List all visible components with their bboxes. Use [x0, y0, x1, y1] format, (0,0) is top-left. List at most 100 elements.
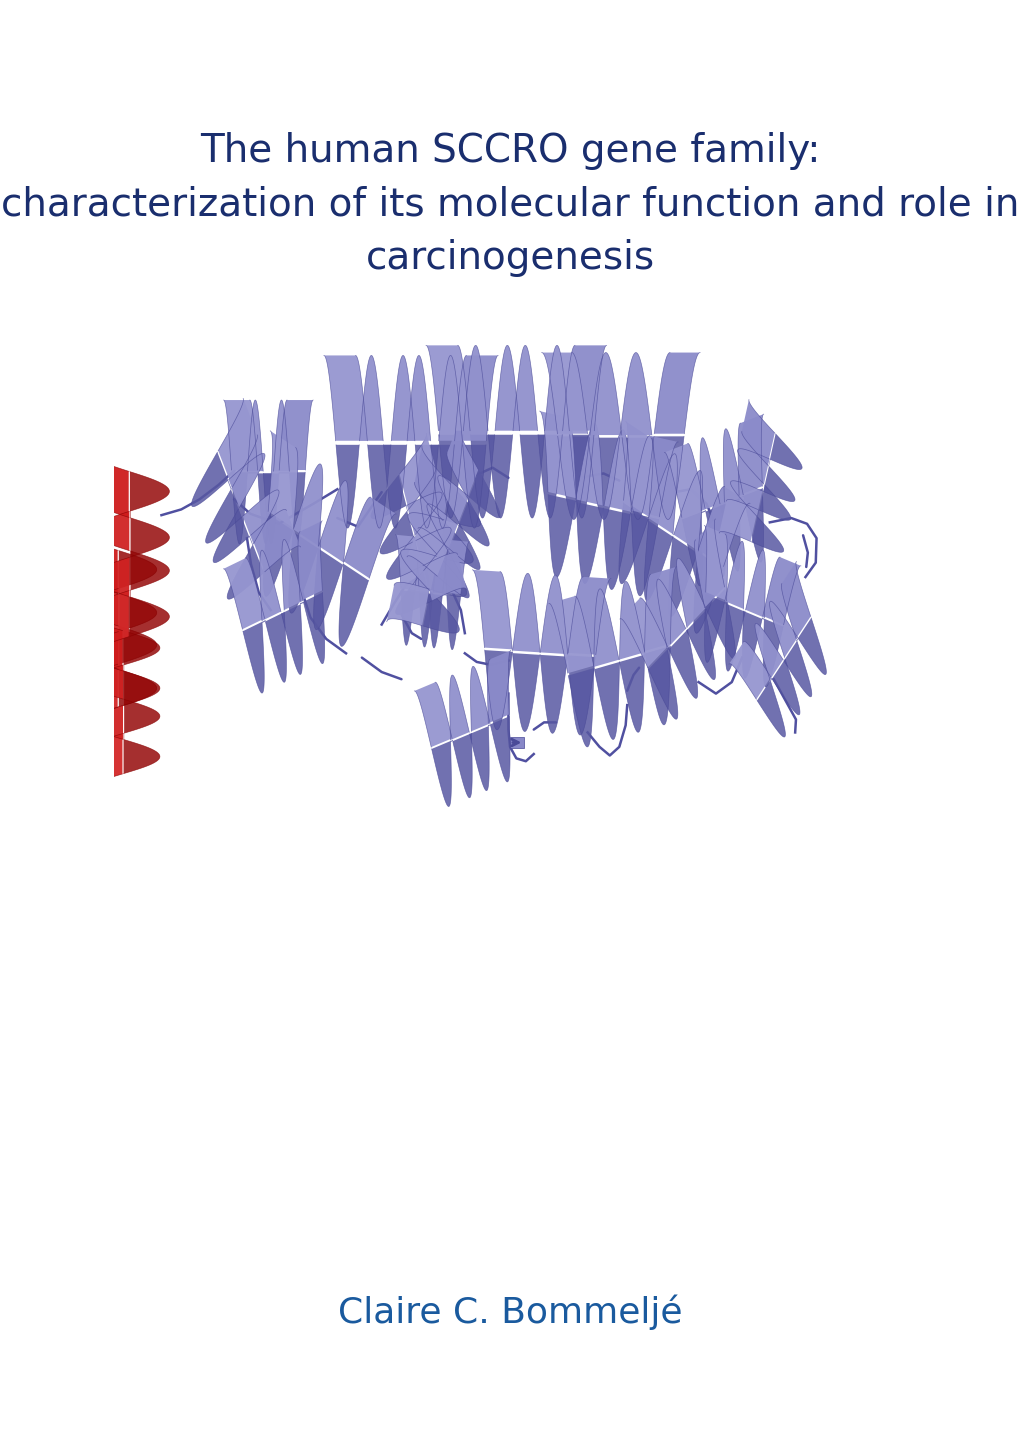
Polygon shape	[386, 537, 431, 614]
Polygon shape	[228, 453, 279, 544]
Polygon shape	[386, 583, 429, 626]
Polygon shape	[620, 597, 667, 668]
Polygon shape	[324, 355, 367, 440]
Polygon shape	[90, 590, 128, 656]
Polygon shape	[751, 485, 790, 553]
Polygon shape	[243, 612, 286, 694]
Polygon shape	[694, 519, 723, 607]
Polygon shape	[623, 422, 652, 517]
Polygon shape	[81, 532, 117, 593]
Polygon shape	[431, 445, 485, 528]
Polygon shape	[513, 345, 569, 430]
Polygon shape	[442, 540, 469, 594]
Polygon shape	[698, 486, 749, 567]
Polygon shape	[399, 433, 435, 509]
Polygon shape	[729, 642, 770, 699]
Polygon shape	[90, 511, 129, 597]
Text: Claire C. Bommeljé: Claire C. Bommeljé	[337, 1295, 682, 1330]
Polygon shape	[129, 472, 169, 557]
Polygon shape	[541, 353, 587, 433]
Polygon shape	[704, 525, 727, 600]
Polygon shape	[414, 446, 450, 521]
Polygon shape	[756, 659, 799, 737]
Polygon shape	[686, 589, 735, 679]
Polygon shape	[781, 561, 810, 639]
Polygon shape	[562, 345, 606, 430]
Polygon shape	[248, 400, 289, 471]
Polygon shape	[540, 655, 595, 735]
Polygon shape	[619, 502, 673, 600]
Polygon shape	[423, 555, 466, 633]
Polygon shape	[472, 570, 512, 649]
Polygon shape	[268, 430, 298, 528]
Polygon shape	[293, 463, 347, 563]
Polygon shape	[263, 514, 318, 613]
Polygon shape	[656, 558, 705, 649]
Polygon shape	[682, 504, 725, 586]
Polygon shape	[602, 508, 658, 596]
Polygon shape	[231, 472, 273, 544]
Polygon shape	[648, 453, 702, 551]
Polygon shape	[119, 626, 157, 707]
Polygon shape	[123, 630, 160, 705]
Polygon shape	[469, 717, 510, 790]
Polygon shape	[427, 476, 468, 551]
Polygon shape	[415, 537, 446, 594]
Polygon shape	[589, 353, 651, 435]
Polygon shape	[223, 558, 264, 629]
Polygon shape	[463, 345, 519, 430]
Polygon shape	[129, 551, 169, 636]
Polygon shape	[423, 553, 466, 602]
Polygon shape	[360, 355, 415, 440]
Polygon shape	[263, 472, 305, 544]
Polygon shape	[87, 665, 123, 740]
Polygon shape	[223, 400, 258, 471]
Polygon shape	[619, 646, 669, 732]
Polygon shape	[81, 665, 117, 727]
Polygon shape	[512, 573, 568, 655]
Polygon shape	[437, 485, 480, 564]
Polygon shape	[335, 445, 390, 528]
Polygon shape	[90, 452, 128, 518]
Polygon shape	[119, 551, 157, 632]
Polygon shape	[298, 521, 322, 602]
Polygon shape	[738, 414, 763, 495]
Polygon shape	[414, 682, 451, 747]
Polygon shape	[431, 734, 472, 806]
Polygon shape	[754, 602, 797, 679]
Polygon shape	[428, 594, 461, 649]
Polygon shape	[741, 400, 774, 465]
Polygon shape	[371, 475, 415, 554]
Polygon shape	[631, 436, 678, 517]
Polygon shape	[343, 496, 395, 578]
Polygon shape	[454, 355, 497, 440]
Polygon shape	[725, 541, 764, 617]
Text: The human SCCRO gene family:: The human SCCRO gene family:	[200, 132, 819, 170]
Polygon shape	[213, 509, 264, 599]
Polygon shape	[653, 353, 699, 433]
Polygon shape	[407, 528, 447, 576]
Polygon shape	[718, 499, 757, 541]
Polygon shape	[704, 594, 745, 671]
Text: characterization of its molecular function and role in: characterization of its molecular functi…	[1, 186, 1018, 223]
Polygon shape	[192, 452, 242, 543]
Polygon shape	[537, 435, 593, 518]
Polygon shape	[279, 400, 313, 471]
Polygon shape	[742, 612, 783, 686]
Polygon shape	[395, 535, 419, 590]
Polygon shape	[730, 449, 768, 517]
Polygon shape	[438, 435, 494, 518]
Polygon shape	[719, 488, 762, 571]
Polygon shape	[593, 581, 644, 666]
Polygon shape	[251, 509, 301, 571]
Polygon shape	[557, 436, 620, 519]
Polygon shape	[260, 540, 303, 620]
Polygon shape	[667, 537, 722, 633]
Polygon shape	[648, 630, 697, 720]
Polygon shape	[488, 435, 544, 518]
Polygon shape	[438, 524, 480, 599]
Polygon shape	[281, 593, 324, 675]
Polygon shape	[539, 412, 576, 498]
Polygon shape	[81, 589, 118, 669]
Polygon shape	[547, 495, 603, 584]
